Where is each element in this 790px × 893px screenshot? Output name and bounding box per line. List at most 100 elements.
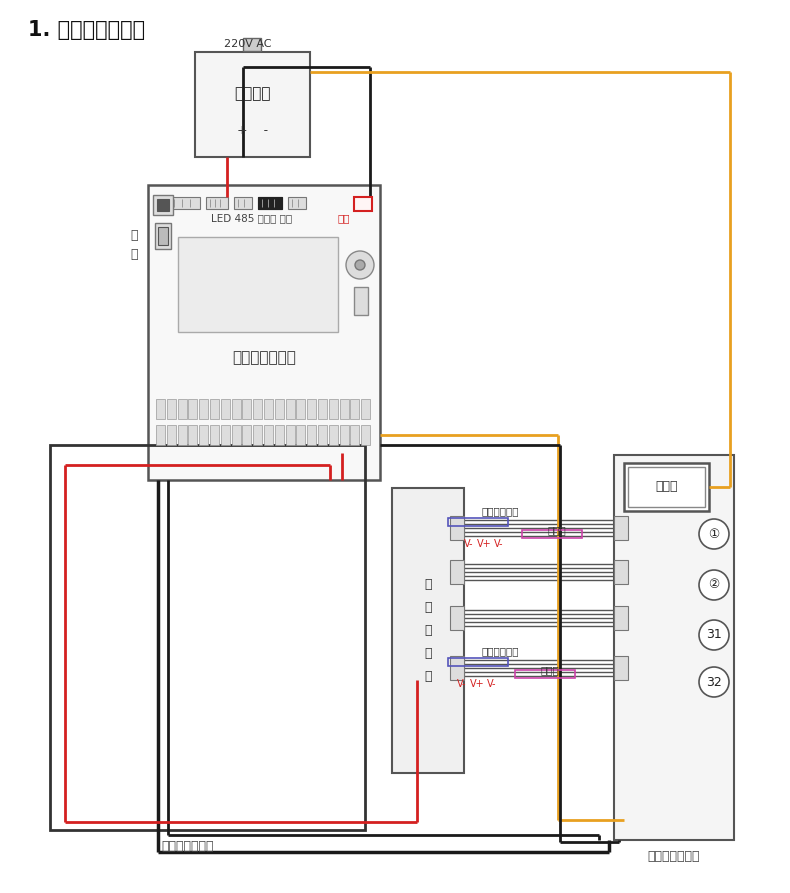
Text: 读卡器: 读卡器 (655, 480, 678, 494)
Bar (210, 425, 219, 445)
Text: V+: V+ (470, 679, 484, 689)
Bar (178, 425, 186, 445)
Bar (361, 425, 371, 445)
Bar (448, 658, 508, 666)
Text: 电源: 电源 (338, 213, 350, 223)
Text: 31: 31 (706, 629, 722, 641)
Bar (318, 399, 327, 419)
Circle shape (699, 519, 729, 549)
Bar (450, 606, 464, 630)
Bar (361, 399, 371, 419)
Text: 智能梯控一体板: 智能梯控一体板 (232, 350, 296, 365)
Bar (614, 606, 628, 630)
Text: V-: V- (495, 539, 504, 549)
Bar (148, 185, 380, 480)
Bar (624, 463, 709, 511)
Bar (515, 670, 575, 678)
Text: LED 485 主输出 消防: LED 485 主输出 消防 (211, 213, 295, 223)
Bar (199, 425, 209, 445)
Circle shape (699, 620, 729, 650)
Bar (254, 425, 262, 445)
Text: +    -: + - (237, 123, 268, 137)
Bar (195, 52, 310, 157)
Bar (522, 530, 582, 538)
Bar (243, 425, 251, 445)
Bar (275, 425, 284, 445)
Bar (178, 399, 186, 419)
Bar (188, 425, 198, 445)
Bar (234, 197, 252, 209)
Bar (340, 399, 348, 419)
Bar (210, 399, 219, 419)
Text: 信号线: 信号线 (540, 665, 559, 675)
Bar (264, 425, 273, 445)
Bar (156, 399, 165, 419)
Text: 梯控电源: 梯控电源 (235, 87, 271, 102)
Bar (167, 399, 176, 419)
Text: V-: V- (457, 679, 467, 689)
Bar (307, 425, 316, 445)
Bar (275, 399, 284, 419)
Bar (286, 399, 295, 419)
Bar (450, 560, 464, 584)
Text: 电梯按钮操作盘: 电梯按钮操作盘 (648, 849, 700, 863)
Bar (156, 425, 165, 445)
Text: ②: ② (709, 579, 720, 591)
Bar (231, 425, 241, 445)
Text: 电
梯
内
选
板: 电 梯 内 选 板 (424, 578, 432, 683)
Bar (258, 197, 282, 209)
Circle shape (346, 251, 374, 279)
Bar (628, 467, 705, 507)
Bar (254, 399, 262, 419)
Text: 信号线: 信号线 (547, 525, 566, 535)
Bar (392, 488, 464, 773)
Text: V-: V- (487, 679, 497, 689)
Bar (296, 399, 306, 419)
Bar (614, 455, 734, 840)
Circle shape (355, 260, 365, 270)
Bar (199, 399, 209, 419)
Text: ①: ① (709, 528, 720, 540)
Bar (614, 656, 628, 680)
Text: 32: 32 (706, 675, 722, 689)
Bar (450, 656, 464, 680)
Bar (450, 516, 464, 540)
Bar (153, 195, 173, 215)
Bar (220, 425, 230, 445)
Bar (329, 399, 338, 419)
Bar (178, 237, 338, 332)
Bar (448, 518, 508, 526)
Bar (264, 399, 273, 419)
Bar (50, 445, 365, 830)
Bar (231, 399, 241, 419)
Bar (258, 197, 282, 209)
Bar (614, 516, 628, 540)
Text: V+: V+ (476, 539, 491, 549)
Text: 开
关: 开 关 (130, 229, 137, 261)
Bar (614, 560, 628, 584)
Text: 显示灯电源线: 显示灯电源线 (481, 646, 519, 656)
Circle shape (699, 570, 729, 600)
Bar (170, 197, 200, 209)
Bar (243, 38, 261, 51)
Bar (158, 227, 168, 245)
Bar (243, 399, 251, 419)
Bar (167, 425, 176, 445)
Text: 电梯操作盘底盒: 电梯操作盘底盒 (161, 839, 214, 853)
Text: 220V AC: 220V AC (224, 39, 271, 49)
Bar (351, 399, 359, 419)
Bar (340, 425, 348, 445)
Bar (155, 223, 171, 249)
Bar (296, 425, 306, 445)
Bar (329, 425, 338, 445)
Bar (206, 197, 228, 209)
Text: 1. 梯控分层直达型: 1. 梯控分层直达型 (28, 20, 145, 40)
Bar (354, 197, 372, 211)
Bar (286, 425, 295, 445)
Bar (354, 287, 368, 315)
Text: 显示灯电源线: 显示灯电源线 (481, 506, 519, 516)
Bar (318, 425, 327, 445)
Bar (157, 199, 169, 211)
Bar (288, 197, 306, 209)
Bar (188, 399, 198, 419)
